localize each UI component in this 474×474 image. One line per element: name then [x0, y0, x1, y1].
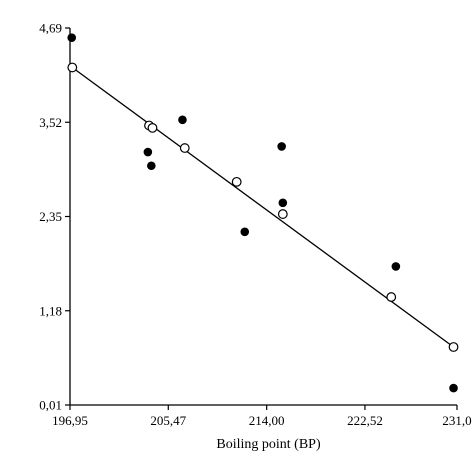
open-data-point — [386, 292, 397, 302]
x-tick-label: 222,52 — [347, 413, 383, 428]
filled-data-point — [147, 161, 156, 171]
x-tick-label: 196,95 — [52, 413, 88, 428]
filled-data-point — [278, 198, 288, 208]
open-data-point — [277, 209, 288, 219]
open-data-point — [231, 176, 242, 187]
filled-data-point — [67, 33, 77, 42]
tick-labels: 0,01 1,18 2,35 3,52 4,69 196,95 205,47 214,00 22… — [39, 21, 471, 429]
open-data-point — [179, 143, 190, 153]
data-points — [67, 33, 459, 393]
tick-marks — [65, 27, 458, 410]
x-tick-label: 231,0 — [442, 413, 471, 428]
x-tick-label: 214,00 — [249, 413, 285, 428]
open-data-point — [448, 342, 459, 352]
filled-data-point — [449, 383, 458, 393]
x-tick-label: 205,47 — [150, 413, 186, 428]
y-tick-label: 3,52 — [39, 115, 62, 130]
filled-data-point — [143, 147, 153, 157]
filled-data-point — [240, 227, 250, 237]
filled-data-point — [391, 262, 401, 271]
y-tick-label: 2,35 — [39, 209, 62, 224]
filled-data-point — [277, 142, 286, 151]
trend-line-group — [71, 66, 454, 348]
open-data-point — [67, 62, 78, 73]
filled-data-point — [178, 115, 187, 125]
axes — [69, 28, 457, 406]
y-tick-label: 4,69 — [39, 21, 62, 36]
y-tick-label: 0,01 — [39, 398, 62, 413]
y-tick-label: 1,18 — [39, 303, 62, 318]
x-axis-label: Boiling point (BP) — [216, 437, 321, 452]
open-data-point — [147, 122, 158, 133]
trend-line — [71, 66, 454, 348]
